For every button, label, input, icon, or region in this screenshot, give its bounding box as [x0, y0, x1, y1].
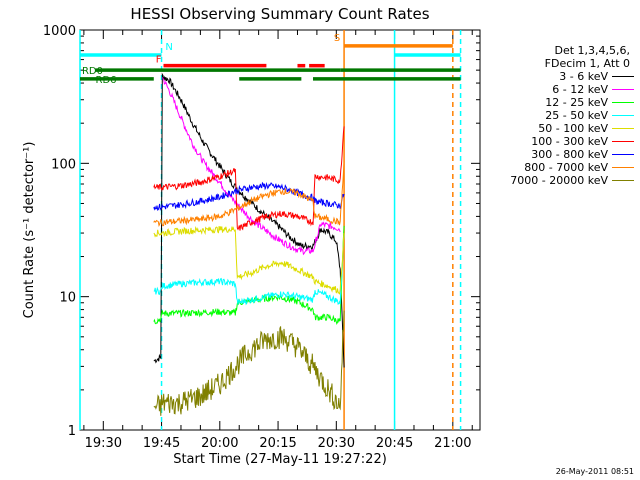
- legend-swatch: [612, 141, 634, 142]
- annotation-label-night: N: [165, 42, 172, 53]
- series-line-3: [153, 225, 345, 325]
- y-tick-label: 100: [51, 157, 76, 172]
- annotation-label-flare: F: [156, 55, 162, 66]
- series-line-9: [153, 310, 345, 416]
- legend-label: 100 - 300 keV: [531, 135, 608, 148]
- x-tick-label: 19:30: [85, 436, 122, 451]
- legend-swatch: [612, 167, 634, 168]
- annotation-label-saa: S: [334, 33, 340, 44]
- y-tick-label: 1: [68, 424, 76, 439]
- y-tick-label: 10: [59, 291, 76, 306]
- x-tick-label: 20:15: [259, 436, 296, 451]
- series-line-5: [153, 225, 345, 295]
- y-axis-label: Count Rate (s⁻¹ detector⁻¹): [22, 142, 37, 319]
- x-tick-label: 19:45: [143, 436, 180, 451]
- x-tick-label: 20:00: [201, 436, 238, 451]
- legend-header-line-1: Det 1,3,4,5,6,: [554, 44, 630, 57]
- x-axis-label: Start Time (27-May-11 19:27:22): [173, 452, 387, 467]
- legend-swatch: [612, 180, 634, 181]
- legend-swatch: [612, 154, 634, 155]
- legend-entry: 12 - 25 keV: [480, 96, 638, 109]
- legend-label: 6 - 12 keV: [552, 83, 608, 96]
- legend-entry: 3 - 6 keV: [480, 70, 638, 83]
- legend-rows: 3 - 6 keV 6 - 12 keV 12 - 25 keV 25 - 50 ke…: [480, 70, 638, 187]
- legend-entry: 50 - 100 keV: [480, 122, 638, 135]
- annotation-label-decimation: RD0: [82, 66, 103, 77]
- legend-header-line-2: FDecim 1, Att 0: [544, 57, 630, 70]
- legend-label: 50 - 100 keV: [538, 122, 608, 135]
- legend-label: 7000 - 20000 keV: [510, 174, 608, 187]
- legend-entry: 25 - 50 keV: [480, 109, 638, 122]
- legend-label: 300 - 800 keV: [531, 148, 608, 161]
- x-tick-label: 21:00: [434, 436, 471, 451]
- legend-swatch: [612, 128, 634, 129]
- x-tick-label: 20:30: [318, 436, 355, 451]
- legend-label: 12 - 25 keV: [545, 96, 608, 109]
- x-tick-label: 20:45: [376, 436, 413, 451]
- legend-entry: 100 - 300 keV: [480, 135, 638, 148]
- legend-swatch: [612, 89, 634, 90]
- series-line-1: [153, 72, 345, 368]
- legend-entry: 7000 - 20000 keV: [480, 174, 638, 187]
- series-line-2: [161, 77, 341, 256]
- legend-swatch: [612, 115, 634, 116]
- series-line-4: [153, 233, 345, 306]
- legend-swatch: [612, 76, 634, 77]
- legend-entry: 800 - 7000 keV: [480, 161, 638, 174]
- generation-timestamp: 26-May-2011 08:51: [555, 467, 634, 476]
- plot-frame: [79, 29, 481, 431]
- annotation-label-decimation: RD6: [96, 75, 117, 86]
- legend-label: 800 - 7000 keV: [524, 161, 608, 174]
- legend: Det 1,3,4,5,6, FDecim 1, Att 0 3 - 6 keV…: [480, 44, 638, 187]
- legend-entry: 300 - 800 keV: [480, 148, 638, 161]
- legend-swatch: [612, 102, 634, 103]
- y-tick-label: 1000: [43, 24, 76, 39]
- legend-entry: 6 - 12 keV: [480, 83, 638, 96]
- chart-title: HESSI Observing Summary Count Rates: [130, 5, 429, 23]
- legend-label: 25 - 50 keV: [545, 109, 608, 122]
- series-line-6: [153, 126, 345, 231]
- series-line-8: [153, 161, 345, 228]
- legend-label: 3 - 6 keV: [559, 70, 608, 83]
